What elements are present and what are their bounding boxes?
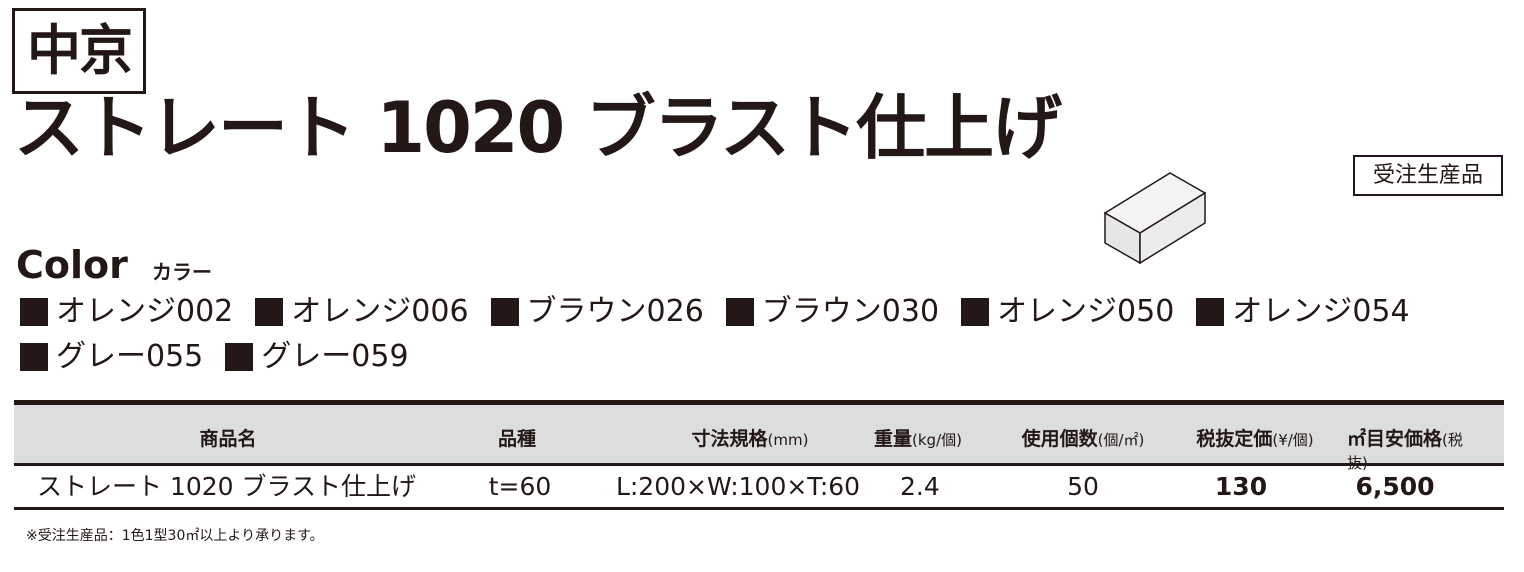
paving-block-image — [1100, 168, 1220, 268]
cell-name: ストレート 1020 ブラスト仕上げ — [37, 472, 417, 501]
header-name: 商品名 — [199, 428, 257, 450]
brand-box: 中京 — [12, 8, 146, 94]
cell-price: 130 — [1214, 472, 1268, 501]
swatch-item: オレンジ054 — [1196, 294, 1410, 330]
header-type: 品種 — [497, 428, 537, 450]
swatch-row-2: グレー055 グレー059 — [20, 339, 431, 375]
swatch-square-icon — [490, 298, 519, 326]
swatch-square-icon — [1196, 298, 1225, 326]
swatch-item: オレンジ006 — [255, 294, 469, 330]
swatch-item: グレー055 — [20, 339, 203, 375]
color-subheading: カラー — [152, 260, 212, 284]
swatch-square-icon — [225, 343, 254, 371]
swatch-item: オレンジ050 — [961, 294, 1174, 330]
made-to-order-badge: 受注生産品 — [1353, 155, 1503, 196]
cell-qty: 50 — [1067, 472, 1099, 501]
swatch-square-icon — [961, 298, 990, 326]
cell-sqm-price: 6,500 — [1355, 472, 1435, 501]
swatch-square-icon — [725, 298, 754, 326]
header-rule — [14, 463, 1504, 466]
header-weight: 重量(kg/個) — [874, 428, 962, 450]
footnote: ※受注生産品：1色1型30㎡以上より承ります。 — [26, 528, 324, 544]
cell-size: L:200×W:100×T:60 — [615, 472, 861, 501]
swatch-item: ブラウン026 — [490, 294, 704, 330]
table-top-rule — [14, 400, 1504, 405]
header-size: 寸法規格(mm) — [691, 428, 809, 450]
cell-weight: 2.4 — [900, 472, 940, 501]
swatch-item: グレー059 — [225, 339, 409, 375]
swatch-item: オレンジ002 — [20, 294, 233, 330]
swatch-square-icon — [20, 298, 48, 326]
color-heading: Color — [16, 243, 128, 287]
header-qty: 使用個数(個/㎡) — [1021, 428, 1145, 450]
product-title: ストレート 1020 ブラスト仕上げ — [14, 87, 1062, 169]
header-price: 税抜定価(¥/個) — [1196, 428, 1314, 450]
cell-type: t=60 — [488, 472, 552, 501]
swatch-square-icon — [20, 343, 48, 371]
swatch-row-1: オレンジ002 オレンジ006 ブラウン026 ブラウン030 オレンジ050 … — [20, 294, 1432, 330]
swatch-item: ブラウン030 — [725, 294, 939, 330]
swatch-square-icon — [255, 298, 284, 326]
table-bottom-rule — [14, 507, 1504, 510]
table-header — [14, 405, 1504, 463]
